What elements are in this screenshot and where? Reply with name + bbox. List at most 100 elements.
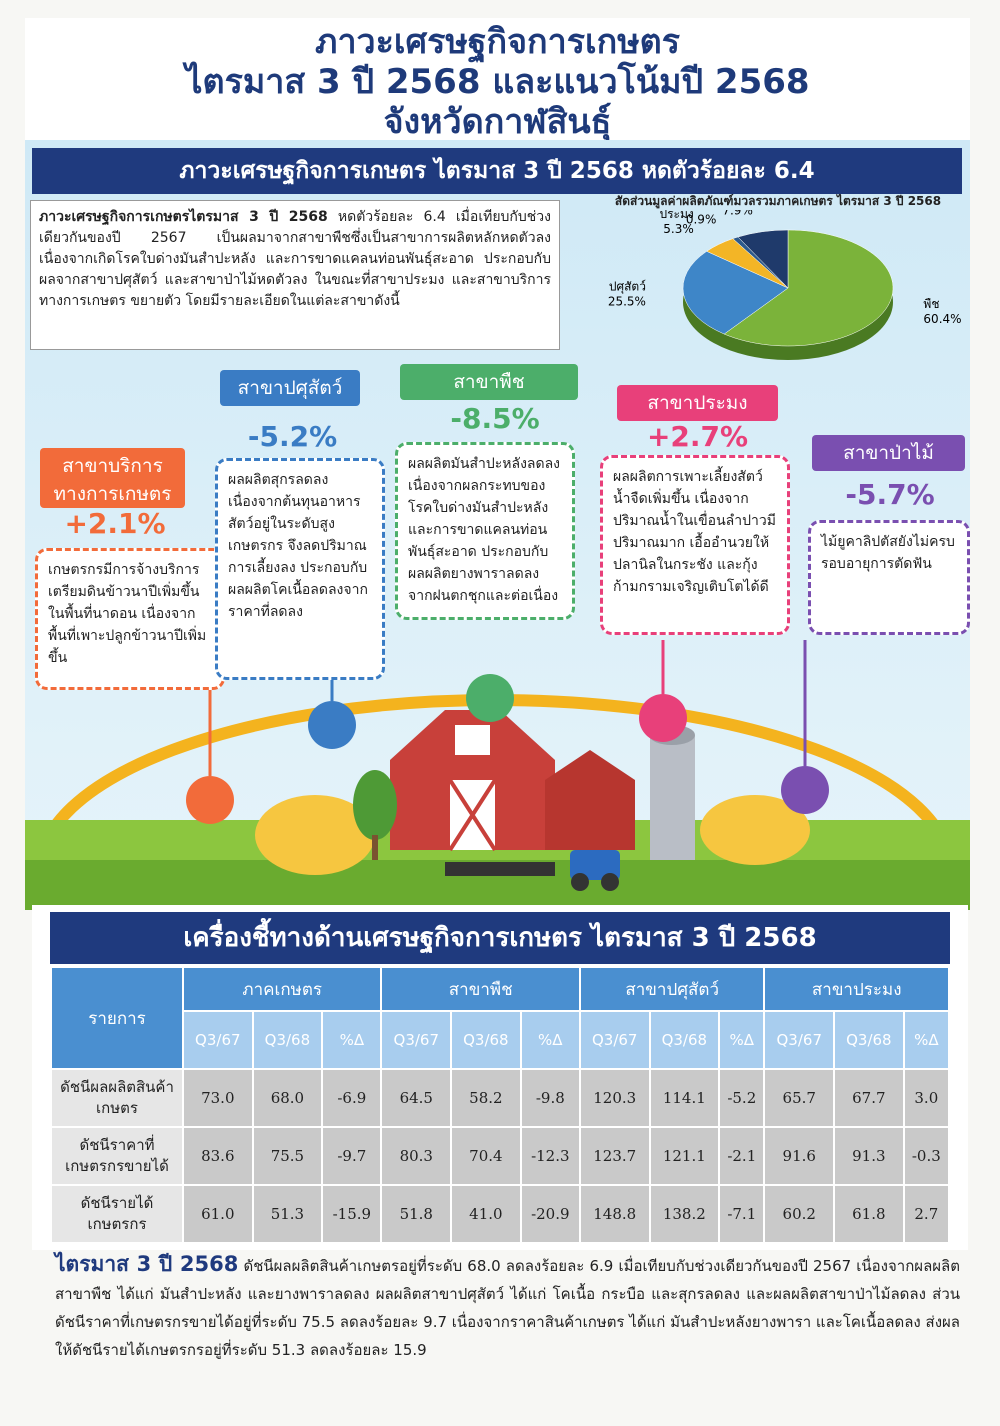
pie-label: พืช	[923, 297, 939, 311]
intro-lead: ภาวะเศรษฐกิจการเกษตรไตรมาส 3 ปี 2568	[39, 209, 328, 225]
table-cell: 123.7	[578, 1126, 651, 1186]
table-cell: -9.7	[321, 1126, 383, 1186]
group-header: สาขาพืช	[380, 966, 581, 1012]
sub-header: Q3/68	[251, 1010, 324, 1070]
branch-text: ไม้ยูคาลิปตัสยังไม่ครบรอบอายุการตัดฟัน	[808, 520, 970, 635]
branch-change: +2.1%	[64, 507, 166, 540]
pie-slice	[723, 229, 894, 347]
table-cell: 61.0	[182, 1184, 254, 1244]
table-cell: -2.1	[718, 1126, 766, 1186]
sub-header: %Δ	[519, 1010, 581, 1070]
sub-header: Q3/68	[833, 1010, 905, 1070]
group-header: สาขาประมง	[763, 966, 950, 1012]
table-row: ดัชนีราคาที่เกษตรกรขายได้ 83.6 75.5 -9.7 80.…	[50, 1126, 951, 1186]
branch-text: ผลผลิตการเพาะเลี้ยงสัตว์น้ำจืดเพิ่มขึ้น …	[600, 455, 790, 635]
row-label: ดัชนีรายได้เกษตรกร	[50, 1184, 184, 1244]
pie-value-label: 7.9%	[722, 210, 753, 218]
branch-change: -5.2%	[247, 420, 338, 453]
table-cell: 83.6	[182, 1126, 254, 1186]
table-cell: -5.2	[718, 1068, 766, 1128]
title-line: ภาวะเศรษฐกิจการเกษตร	[315, 22, 680, 62]
table-cell: 68.0	[251, 1068, 324, 1128]
table-cell: -20.9	[519, 1184, 581, 1244]
table-cell: 91.3	[833, 1126, 905, 1186]
group-header: ภาคเกษตร	[181, 966, 383, 1012]
pie-value-label: 25.5%	[608, 295, 646, 309]
pie-label: ปศุสัตว์	[609, 280, 646, 295]
summary-text: ดัชนีผลผลิตสินค้าเกษตรอยู่ที่ระดับ 68.0 …	[55, 1257, 960, 1359]
pie-value-label: 60.4%	[923, 312, 961, 326]
sub-header: %Δ	[902, 1010, 951, 1070]
table-cell: 91.6	[763, 1126, 836, 1186]
table-cell: 65.7	[763, 1068, 836, 1128]
intro-text: หดตัวร้อยละ 6.4 เมื่อเทียบกับช่วงเดียวกั…	[39, 209, 551, 309]
table-cell: 75.5	[251, 1126, 324, 1186]
sub-header: %Δ	[321, 1010, 383, 1070]
table-cell: 41.0	[450, 1184, 522, 1244]
farm-illustration	[25, 640, 970, 910]
branch-title: สาขาป่าไม้	[812, 435, 965, 471]
sub-header: %Δ	[718, 1010, 766, 1070]
sub-header: Q3/68	[648, 1010, 721, 1070]
title-line: จังหวัดกาฬสินธุ์	[383, 102, 612, 142]
table-cell: -9.8	[519, 1068, 581, 1128]
branch-title: สาขาประมง	[617, 385, 778, 421]
group-header: สาขาปศุสัตว์	[578, 966, 766, 1012]
table-cell: 64.5	[380, 1068, 453, 1128]
table-cell: -6.9	[321, 1068, 383, 1128]
branch-title: สาขาปศุสัตว์	[220, 370, 360, 406]
table-cell: 114.1	[648, 1068, 721, 1128]
table-cell: 67.7	[833, 1068, 905, 1128]
branch-text: เกษตรกรมีการจ้างบริการเตรียมดินข้าวนาปีเ…	[35, 548, 225, 690]
sub-header: Q3/67	[380, 1010, 453, 1070]
sub-header: Q3/67	[578, 1010, 651, 1070]
table-cell: 51.3	[251, 1184, 324, 1244]
table-cell: 138.2	[648, 1184, 721, 1244]
indicator-table: รายการ ภาคเกษตร สาขาพืช สาขาปศุสัตว์ สาขาประ…	[50, 966, 951, 1244]
table-cell: -12.3	[519, 1126, 581, 1186]
table-cell: 3.0	[902, 1068, 951, 1128]
table-cell: 58.2	[450, 1068, 522, 1128]
table-cell: 51.8	[380, 1184, 453, 1244]
table-row: ดัชนีผลผลิตสินค้าเกษตร 73.0 68.0 -6.9 64.5 58…	[50, 1068, 951, 1128]
table-cell: -0.3	[902, 1126, 951, 1186]
branch-title: สาขาพืช	[400, 364, 578, 400]
table-cell: 80.3	[380, 1126, 453, 1186]
summary-lead: ไตรมาส 3 ปี 2568	[55, 1252, 239, 1276]
table-cell: 120.3	[578, 1068, 651, 1128]
pie-value-label: 5.3%	[663, 222, 694, 236]
banner: ภาวะเศรษฐกิจการเกษตร ไตรมาส 3 ปี 2568 หด…	[32, 148, 962, 194]
sub-header-row: Q3/67 Q3/68 %Δ Q3/67 Q3/68 %Δ Q3/67 Q3/68 %Δ Q3/6…	[51, 1010, 951, 1070]
header-cell: รายการ	[50, 966, 184, 1070]
row-label: ดัชนีผลผลิตสินค้าเกษตร	[50, 1068, 184, 1128]
table-cell: 70.4	[450, 1126, 522, 1186]
sub-header: Q3/67	[763, 1010, 836, 1070]
summary: ไตรมาส 3 ปี 2568 ดัชนีผลผลิตสินค้าเกษตรอ…	[55, 1250, 960, 1364]
pie-value-label: 0.9%	[686, 212, 717, 226]
branch-change: -8.5%	[450, 402, 540, 435]
sub-header: Q3/67	[182, 1010, 254, 1070]
pie-label: ประมง	[659, 210, 693, 221]
table-cell: 73.0	[182, 1068, 254, 1128]
table-cell: 2.7	[902, 1184, 951, 1244]
title-line: ไตรมาส 3 ปี 2568 และแนวโน้มปี 2568	[185, 62, 810, 102]
table-row: ดัชนีรายได้เกษตรกร 61.0 51.3 -15.9 51.8 41.0-…	[50, 1184, 951, 1244]
table-cell: 121.1	[648, 1126, 721, 1186]
table-cell: -7.1	[718, 1184, 766, 1244]
sub-header: Q3/68	[450, 1010, 522, 1070]
branch-text: ผลผลิตมันสำปะหลังลดลง เนื่องจากผลกระทบขอ…	[395, 442, 575, 620]
table-cell: 60.2	[763, 1184, 836, 1244]
pie-label: ป่าไม้	[688, 210, 716, 211]
branch-change: -5.7%	[845, 478, 935, 511]
header: ภาวะเศรษฐกิจการเกษตร ไตรมาส 3 ปี 2568 แล…	[25, 18, 970, 146]
header-row: รายการ ภาคเกษตร สาขาพืช สาขาปศุสัตว์ สาขาประ…	[50, 966, 950, 1070]
branch-text: ผลผลิตสุกรลดลง เนื่องจากต้นทุนอาหารสัตว์…	[215, 458, 385, 680]
pie-slice	[682, 251, 789, 335]
table-cell: -15.9	[321, 1184, 383, 1244]
intro: ภาวะเศรษฐกิจการเกษตรไตรมาส 3 ปี 2568 หดต…	[30, 200, 560, 350]
branch-change: +2.7%	[646, 420, 749, 453]
branch-title: สาขาบริการทางการเกษตร	[40, 448, 185, 508]
table-cell: 148.8	[578, 1184, 651, 1244]
table-cell: 61.8	[833, 1184, 905, 1244]
